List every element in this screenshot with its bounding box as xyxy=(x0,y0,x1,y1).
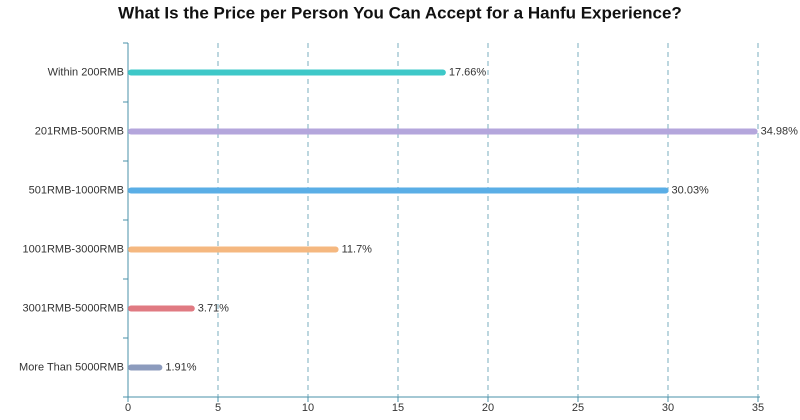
x-tick-label: 5 xyxy=(215,402,221,414)
chart-title: What Is the Price per Person You Can Acc… xyxy=(118,3,682,22)
x-tick-label: 30 xyxy=(662,402,674,414)
x-tick-label: 10 xyxy=(302,402,314,414)
value-label: 17.66% xyxy=(449,66,487,78)
y-tick-label: 1001RMB-3000RMB xyxy=(23,243,125,255)
bar xyxy=(128,69,446,76)
x-tick-label: 35 xyxy=(752,402,764,414)
bar xyxy=(128,364,163,371)
x-tick-label: 25 xyxy=(572,402,584,414)
x-tick-label: 15 xyxy=(392,402,404,414)
x-tick-label: 0 xyxy=(125,402,131,414)
y-tick-label: 3001RMB-5000RMB xyxy=(23,302,125,314)
bar xyxy=(128,305,195,312)
value-label: 11.7% xyxy=(342,243,373,255)
x-tick-label: 20 xyxy=(482,402,494,414)
y-tick-label: Within 200RMB xyxy=(48,66,124,78)
bar xyxy=(128,128,758,135)
y-tick-label: More Than 5000RMB xyxy=(19,361,124,373)
value-label: 34.98% xyxy=(761,125,799,137)
y-tick-label: 501RMB-1000RMB xyxy=(29,184,124,196)
bar xyxy=(128,187,669,194)
value-label: 30.03% xyxy=(672,184,710,196)
value-label: 1.91% xyxy=(165,361,196,373)
bar xyxy=(128,246,339,253)
y-tick-label: 201RMB-500RMB xyxy=(35,125,124,137)
value-label: 3.71% xyxy=(198,302,229,314)
